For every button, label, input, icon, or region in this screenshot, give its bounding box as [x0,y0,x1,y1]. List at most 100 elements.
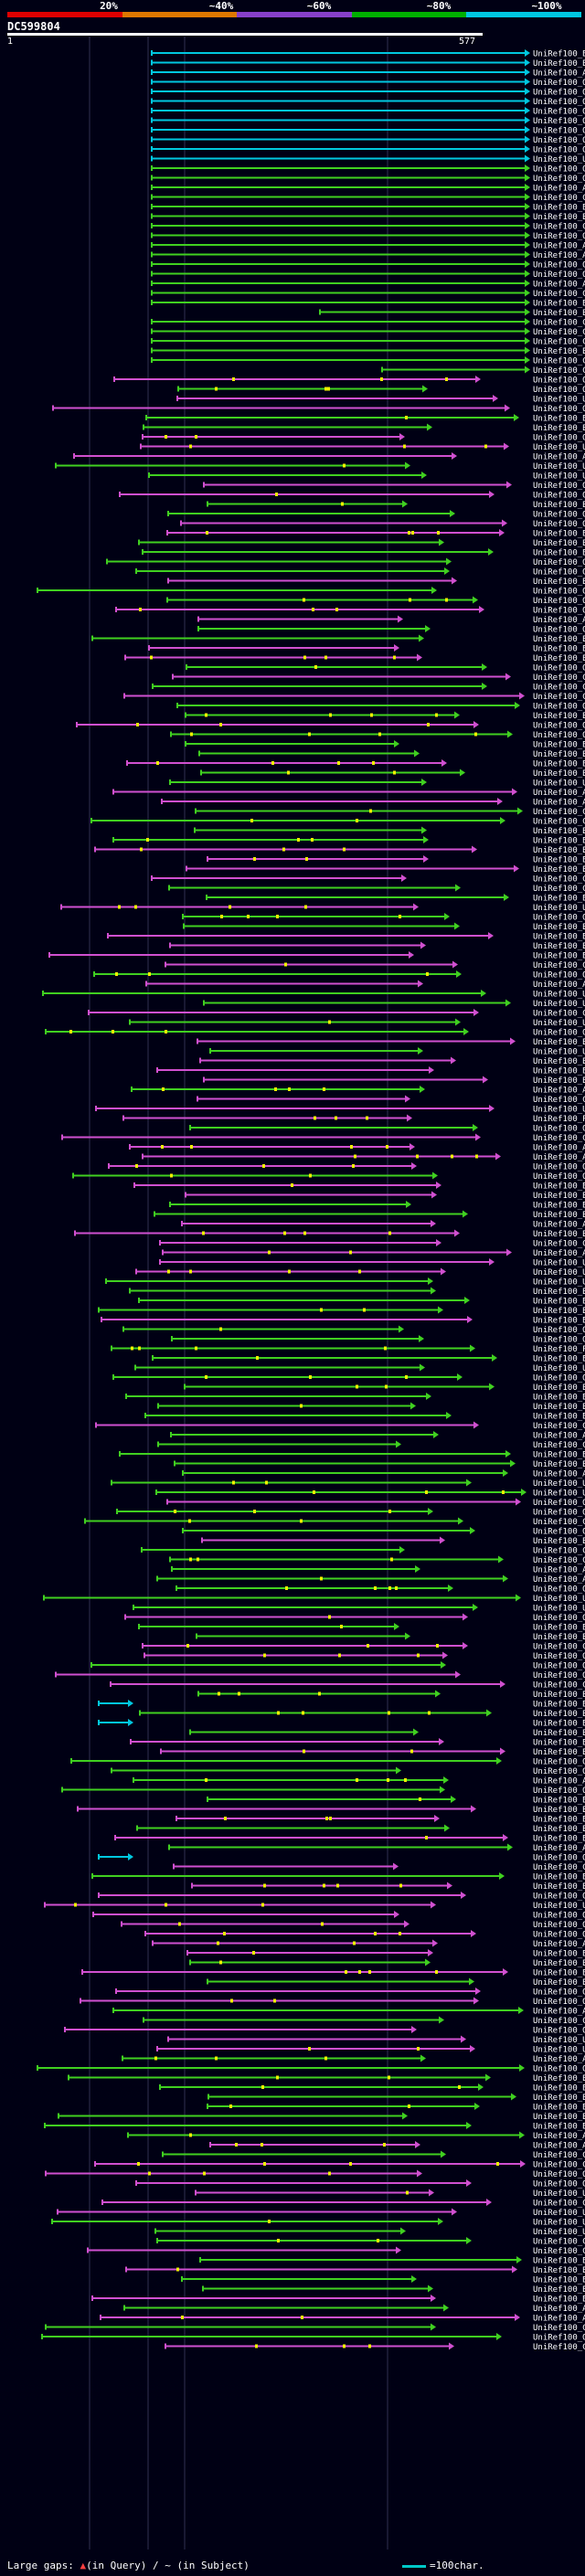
hit-label[interactable]: UniRef100_B3P1J1 [533,1230,585,1239]
hit-label[interactable]: UniRef100_C5XF85 [533,1643,585,1652]
hit-label[interactable]: UniRef100_Q6VBJ4 [533,492,585,501]
hit-label[interactable]: UniRef100_B6QF07 [533,1978,585,1988]
hit-label[interactable]: UniRef100_B9PN96 [533,1739,585,1748]
hit-label[interactable]: UniRef100_C8VJ24 [533,1422,585,1431]
hit-label[interactable]: UniRef100_Q9VEN1 [533,971,585,981]
hit-label[interactable]: UniRef100_B9GPF4 [533,415,585,424]
hit-label[interactable]: UniRef100_B6KMY8 [533,1192,585,1201]
hit-label[interactable]: UniRef100_B3NYF4 [533,1076,585,1086]
hit-label[interactable]: UniRef100_B4N362 [533,2295,585,2305]
hit-label[interactable]: UniRef100_Q86T06 [533,1988,585,1998]
hit-label[interactable]: UniRef100_Q7LV05 [533,108,585,117]
hit-label[interactable]: UniRef100_B9PRA5 [533,1950,585,1959]
hit-label[interactable]: UniRef100_C4YHM4 [533,1556,585,1565]
hit-label[interactable]: UniRef100_A2XBL2 [533,251,585,260]
hit-label[interactable]: UniRef100_Q8P1V1 [533,664,585,673]
hit-label[interactable]: UniRef100_Q8L8S7 [533,79,585,88]
hit-label[interactable]: UniRef100_UP1000... [533,1489,585,1499]
hit-label[interactable]: UniRef100_A9S9W6 [533,281,585,290]
hit-label[interactable]: UniRef100_A7RQ95 [533,1153,585,1162]
hit-label[interactable]: UniRef100_UP1000... [533,462,585,472]
hit-label[interactable]: UniRef100_Q6CD44 [533,1326,585,1335]
hit-label[interactable]: UniRef100_Q28QX7 [533,1931,585,1940]
hit-label[interactable]: UniRef100_UP1000... [533,779,585,789]
hit-label[interactable]: UniRef100_Q4W913 [533,1029,585,1038]
hit-label[interactable]: UniRef100_Q5J909 [533,165,585,175]
hit-label[interactable]: UniRef100_B9PM55 [533,1959,585,1968]
hit-label[interactable]: UniRef100_UP1000... [533,1000,585,1009]
hit-label[interactable]: UniRef100_UP1000... [533,2189,585,2199]
hit-label[interactable]: UniRef100_UP1000... [533,1605,585,1614]
hit-label[interactable]: UniRef100_B4FLH4 [533,309,585,318]
hit-label[interactable]: UniRef100_C7YVN7 [533,1441,585,1450]
hit-label[interactable]: UniRef100_C6HHU8 [533,2017,585,2026]
hit-label[interactable]: UniRef100_B6KL17 [533,1835,585,1844]
hit-label[interactable]: UniRef100_C4QSN1 [533,885,585,894]
hit-label[interactable]: UniRef100_B9Q9V7 [533,1797,585,1806]
hit-label[interactable]: UniRef100_B9PS17 [533,1816,585,1825]
hit-label[interactable]: UniRef100_B9Q9K3 [533,827,585,836]
hit-label[interactable]: UniRef100_B6KSS1 [533,1969,585,1978]
hit-label[interactable]: UniRef100_B6KTW2 [533,1701,585,1710]
hit-label[interactable]: UniRef100_B9Q3G7 [533,1806,585,1815]
hit-label[interactable]: UniRef100_A9RVU6 [533,981,585,990]
hit-label[interactable]: UniRef100_Q4WHA6 [533,2170,585,2179]
hit-label[interactable]: UniRef100_B4LBH1 [533,1211,585,1220]
hit-label[interactable]: UniRef100_UP1000... [533,1595,585,1604]
hit-label[interactable]: UniRef100_B6KFQ6 [533,1537,585,1546]
hit-label[interactable]: UniRef100_A2Z9W9 [533,185,585,194]
hit-label[interactable]: UniRef100_B6KPE9 [533,1720,585,1729]
hit-label[interactable]: UniRef100_A9V364 [533,2132,585,2141]
hit-label[interactable]: UniRef100_B9PAP9 [533,2123,585,2132]
hit-label[interactable]: UniRef100_Q7YZ10 [533,1921,585,1930]
hit-label[interactable]: UniRef100_B4F8C7 [533,204,585,213]
hit-label[interactable]: UniRef100_B3NKS3 [533,952,585,961]
hit-label[interactable]: UniRef100_B9PIQ2 [533,942,585,951]
hit-label[interactable]: UniRef100_Q2IEP8 [533,1662,585,1671]
hit-label[interactable]: UniRef100_C5M418 [533,2161,585,2170]
hit-label[interactable]: UniRef100_UP1000... [533,1278,585,1288]
hit-label[interactable]: UniRef100_C5YR17 [533,338,585,347]
hit-label[interactable]: UniRef100_C5UX52 [533,1547,585,1556]
hit-label[interactable]: UniRef100_C5WTH8 [533,223,585,232]
hit-label[interactable]: UniRef100_Q54UR7 [533,1614,585,1623]
hit-label[interactable]: UniRef100_B9PHB2 [533,1307,585,1316]
hit-label[interactable]: UniRef100_B6KTS2 [533,2104,585,2113]
hit-label[interactable]: UniRef100_UP1000... [533,155,585,164]
hit-label[interactable]: UniRef100_UP1000... [533,904,585,913]
hit-label[interactable]: UniRef100_A9NUC0 [533,1249,585,1258]
hit-label[interactable]: UniRef100_Q5H8G2 [533,1652,585,1661]
hit-label[interactable]: UniRef100_B9QEF3 [533,1288,585,1297]
hit-label[interactable]: UniRef100_C5PZ90 [533,875,585,885]
hit-label[interactable]: UniRef100_Q2PI23 [533,1671,585,1680]
hit-label[interactable]: UniRef100_B9QLW9 [533,1182,585,1192]
hit-label[interactable]: UniRef100_UP1000... [533,1479,585,1489]
hit-label[interactable]: UniRef100_Q9624 [533,1998,585,2007]
hit-label[interactable]: UniRef100_B9GVT4 [533,50,585,59]
hit-label[interactable]: UniRef100_C5QP79 [533,2343,585,2352]
hit-label[interactable]: UniRef100_Q2CR54 [533,1585,585,1595]
hit-label[interactable]: UniRef100_A7P1P4 [533,453,585,462]
hit-label[interactable]: UniRef100_B4F864 [533,213,585,222]
hit-label[interactable]: UniRef100_B0YE73 [533,1038,585,1047]
hit-label[interactable]: UniRef100_Q1ULV1 [533,270,585,280]
hit-label[interactable]: UniRef100_B5T004 [533,895,585,904]
hit-label[interactable]: UniRef100_P32323 [533,1345,585,1354]
hit-label[interactable]: UniRef100_C1FB91 [533,684,585,693]
hit-label[interactable]: UniRef100_B6KMF7 [533,846,585,855]
hit-label[interactable]: UniRef100_A7P5D3 [533,69,585,79]
hit-label[interactable]: UniRef100_A8HNG6 [533,1940,585,1949]
hit-label[interactable]: UniRef100_B9PH70 [533,645,585,654]
hit-label[interactable]: UniRef100_UP1000... [533,443,585,452]
hit-label[interactable]: UniRef100_B9PBC3 [533,1298,585,1307]
hit-label[interactable]: UniRef100_Q9W739 [533,175,585,184]
hit-label[interactable]: UniRef100_C5MYK3 [533,2324,585,2333]
hit-label[interactable]: UniRef100_Q4FX61 [533,703,585,712]
hit-label[interactable]: UniRef100_UP1000... [533,2046,585,2055]
hit-label[interactable]: UniRef100_Q3HJ68 [533,2065,585,2074]
hit-label[interactable]: UniRef100_B9PR50 [533,933,585,942]
hit-label[interactable]: UniRef100_A9P9T0 [533,1470,585,1479]
hit-label[interactable]: UniRef100_Q75JC9 [533,1767,585,1776]
hit-label[interactable]: UniRef100_Q8GTH1 [533,1125,585,1134]
hit-label[interactable]: UniRef100_Q9Y075 [533,914,585,923]
